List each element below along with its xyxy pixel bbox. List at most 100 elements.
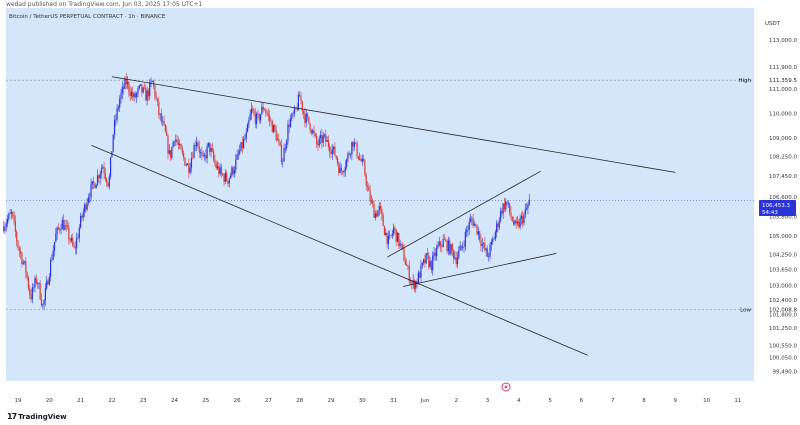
candle-body xyxy=(46,280,48,289)
price-tick-label: 103,650.0 xyxy=(769,267,797,273)
candle-body xyxy=(518,221,520,228)
candle-body xyxy=(490,241,493,245)
candle-body xyxy=(476,224,478,235)
price-tick-label: 106,600.0 xyxy=(769,195,797,201)
candle-body xyxy=(120,93,122,99)
candle-body xyxy=(361,158,363,162)
candle-body xyxy=(10,212,13,214)
candle-body xyxy=(241,142,243,148)
candle-body xyxy=(386,232,388,245)
candle-body xyxy=(139,84,142,86)
candle-body xyxy=(323,134,326,136)
candle-body xyxy=(64,225,66,231)
candle-body xyxy=(299,94,301,97)
candle-body xyxy=(9,213,11,215)
candle-body xyxy=(43,300,45,305)
candle-body xyxy=(422,259,425,263)
candle-body xyxy=(156,98,159,102)
candle-body xyxy=(289,118,292,127)
candle-body xyxy=(125,78,127,85)
candle-body xyxy=(353,142,356,147)
price-tick-label: 101,250.0 xyxy=(769,326,797,332)
candle-body xyxy=(206,146,208,159)
candle-body xyxy=(177,142,180,145)
candle-body xyxy=(412,280,414,284)
candle-body xyxy=(129,91,131,96)
candle-body xyxy=(449,240,451,255)
publisher-line: wedad published on TradingView.com, Jun … xyxy=(6,1,203,8)
time-tick-label: 25 xyxy=(202,398,209,404)
tradingview-wordmark: TradingView xyxy=(18,412,67,421)
candle-body xyxy=(433,252,435,256)
time-tick-label: 6 xyxy=(580,398,584,404)
candle-body xyxy=(100,168,103,174)
candle-body xyxy=(155,96,157,99)
candle-body xyxy=(378,206,380,211)
time-tick-label: 26 xyxy=(234,398,241,404)
candle-body xyxy=(108,176,110,187)
time-tick-label: 10 xyxy=(703,398,710,404)
candle-body xyxy=(379,206,382,210)
candle-body xyxy=(383,226,386,236)
candle-body xyxy=(415,281,417,289)
candle-body xyxy=(419,272,421,278)
candle-body xyxy=(522,216,524,224)
tradingview-logo[interactable]: 17 TradingView xyxy=(7,412,67,421)
price-axis-panel[interactable] xyxy=(754,8,800,381)
candle-body xyxy=(164,124,166,132)
trendlines xyxy=(91,76,676,356)
candle-body xyxy=(471,218,473,220)
candle-body xyxy=(434,252,436,257)
candle-body xyxy=(56,227,58,234)
candle-body xyxy=(192,157,194,159)
candle-body xyxy=(506,201,508,204)
candle-body xyxy=(336,158,339,164)
candle-body xyxy=(226,173,228,181)
time-tick-label: 21 xyxy=(77,398,84,404)
candle-body xyxy=(507,203,509,204)
candle-body xyxy=(231,167,233,176)
candle-body xyxy=(486,248,489,257)
candle-body xyxy=(492,239,494,242)
candle-body xyxy=(36,282,39,284)
candle-body xyxy=(48,276,50,285)
candle-body xyxy=(113,119,116,135)
candle-body xyxy=(123,86,125,89)
candle-body xyxy=(450,244,452,255)
candle-body xyxy=(335,155,337,159)
candle-body xyxy=(107,182,109,187)
candle-body xyxy=(417,272,419,284)
candle-body xyxy=(199,152,202,153)
candle-body xyxy=(12,212,14,216)
plot-area[interactable] xyxy=(6,8,754,381)
candle-body xyxy=(446,240,448,252)
candle-body xyxy=(346,159,348,167)
candle-body xyxy=(224,173,226,182)
candle-body xyxy=(475,223,477,225)
candle-body xyxy=(493,238,495,240)
candle-body xyxy=(497,223,499,228)
candle-body xyxy=(210,147,212,152)
candle-body xyxy=(480,239,482,246)
candle-body xyxy=(3,226,5,232)
candle-body xyxy=(467,229,469,231)
candle-body xyxy=(13,215,15,221)
candle-body xyxy=(143,87,146,89)
candle-body xyxy=(189,167,191,173)
candle-body xyxy=(254,113,256,124)
candle-body xyxy=(326,140,328,142)
candle-body xyxy=(219,167,221,174)
candle-body xyxy=(166,131,168,136)
candle-body xyxy=(496,223,498,233)
time-tick-label: 22 xyxy=(108,398,115,404)
candle-body xyxy=(424,259,426,264)
trendline-channel-upper xyxy=(111,76,676,173)
candle-body xyxy=(246,124,249,133)
event-marker-icon[interactable] xyxy=(501,382,511,392)
candle-body xyxy=(233,169,236,174)
candle-body xyxy=(142,87,144,93)
candle-body xyxy=(102,167,104,169)
candle-body xyxy=(85,204,87,210)
level-value-high: 111,359.5 xyxy=(769,78,797,84)
